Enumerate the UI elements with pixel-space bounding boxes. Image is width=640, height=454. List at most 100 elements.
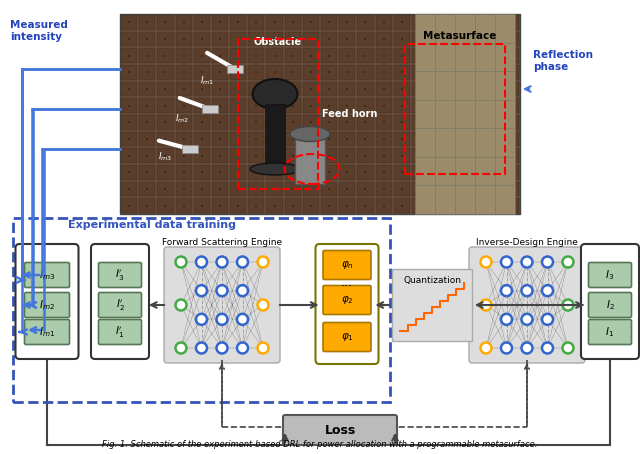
Text: $I_1'$: $I_1'$	[115, 324, 125, 340]
Bar	[139, 165, 156, 180]
Bar	[201, 38, 203, 40]
Text: Obstacle: Obstacle	[254, 37, 302, 47]
Text: Reflection
phase: Reflection phase	[533, 50, 593, 72]
Bar	[248, 182, 264, 196]
Bar	[448, 182, 465, 196]
Bar	[503, 65, 519, 79]
Bar	[328, 138, 330, 140]
Bar	[394, 132, 410, 146]
Bar	[266, 165, 283, 180]
Bar	[157, 48, 173, 63]
Bar	[339, 198, 355, 213]
Bar	[419, 105, 421, 107]
Bar	[437, 105, 439, 107]
Bar	[510, 138, 512, 140]
Bar	[230, 132, 246, 146]
Bar	[357, 115, 374, 130]
Bar	[328, 121, 330, 123]
Bar	[503, 82, 519, 96]
Bar	[394, 32, 410, 46]
Bar	[219, 54, 221, 57]
Bar	[437, 121, 439, 123]
Bar	[212, 65, 228, 79]
Bar	[194, 32, 210, 46]
Bar	[401, 71, 403, 74]
Circle shape	[237, 285, 248, 296]
Circle shape	[522, 342, 532, 354]
Bar	[430, 15, 446, 30]
FancyBboxPatch shape	[323, 286, 371, 315]
Bar	[128, 121, 130, 123]
Bar	[474, 138, 476, 140]
Bar	[201, 138, 203, 140]
Bar	[474, 88, 476, 90]
Bar	[128, 38, 130, 40]
Bar	[175, 182, 192, 196]
Bar	[339, 15, 355, 30]
Bar	[248, 32, 264, 46]
Bar	[310, 138, 312, 140]
Bar	[175, 32, 192, 46]
Ellipse shape	[250, 163, 300, 175]
Bar	[401, 155, 403, 157]
FancyBboxPatch shape	[24, 262, 70, 287]
Bar	[194, 198, 210, 213]
Circle shape	[501, 257, 512, 267]
Bar	[182, 38, 184, 40]
Bar	[346, 121, 348, 123]
Bar	[273, 105, 276, 107]
Bar	[339, 165, 355, 180]
Bar	[164, 121, 166, 123]
Bar	[147, 54, 148, 57]
Bar	[248, 115, 264, 130]
Bar	[201, 155, 203, 157]
FancyBboxPatch shape	[589, 262, 632, 287]
Bar	[492, 88, 493, 90]
Bar	[266, 65, 283, 79]
Bar	[255, 171, 257, 173]
Text: $I_2'$: $I_2'$	[116, 297, 124, 313]
Bar	[303, 99, 319, 113]
Bar	[412, 65, 428, 79]
FancyBboxPatch shape	[164, 247, 280, 363]
Bar	[273, 171, 276, 173]
Bar	[474, 71, 476, 74]
Bar	[364, 21, 367, 23]
Bar	[321, 65, 337, 79]
Bar	[121, 148, 137, 163]
Bar	[401, 121, 403, 123]
Bar	[467, 148, 483, 163]
Bar	[492, 105, 493, 107]
Bar	[321, 82, 337, 96]
Bar	[230, 15, 246, 30]
Bar	[467, 32, 483, 46]
Bar	[237, 21, 239, 23]
Bar	[456, 121, 458, 123]
Bar	[503, 165, 519, 180]
FancyBboxPatch shape	[581, 244, 639, 359]
Bar	[383, 205, 385, 207]
Bar	[467, 15, 483, 30]
Bar	[121, 115, 137, 130]
Bar	[285, 48, 301, 63]
Bar	[273, 121, 276, 123]
Bar	[273, 21, 276, 23]
Bar	[484, 115, 501, 130]
Bar	[376, 48, 392, 63]
Bar	[364, 71, 367, 74]
Bar	[266, 148, 283, 163]
Bar	[121, 82, 137, 96]
Bar	[157, 82, 173, 96]
Bar	[484, 165, 501, 180]
Bar	[230, 82, 246, 96]
Bar	[510, 88, 512, 90]
Bar	[194, 99, 210, 113]
Bar	[285, 115, 301, 130]
Bar	[182, 145, 198, 153]
FancyBboxPatch shape	[91, 244, 149, 359]
Bar	[321, 32, 337, 46]
Text: Metasurface: Metasurface	[423, 31, 497, 41]
Bar	[139, 115, 156, 130]
Bar	[401, 171, 403, 173]
FancyBboxPatch shape	[323, 322, 371, 351]
